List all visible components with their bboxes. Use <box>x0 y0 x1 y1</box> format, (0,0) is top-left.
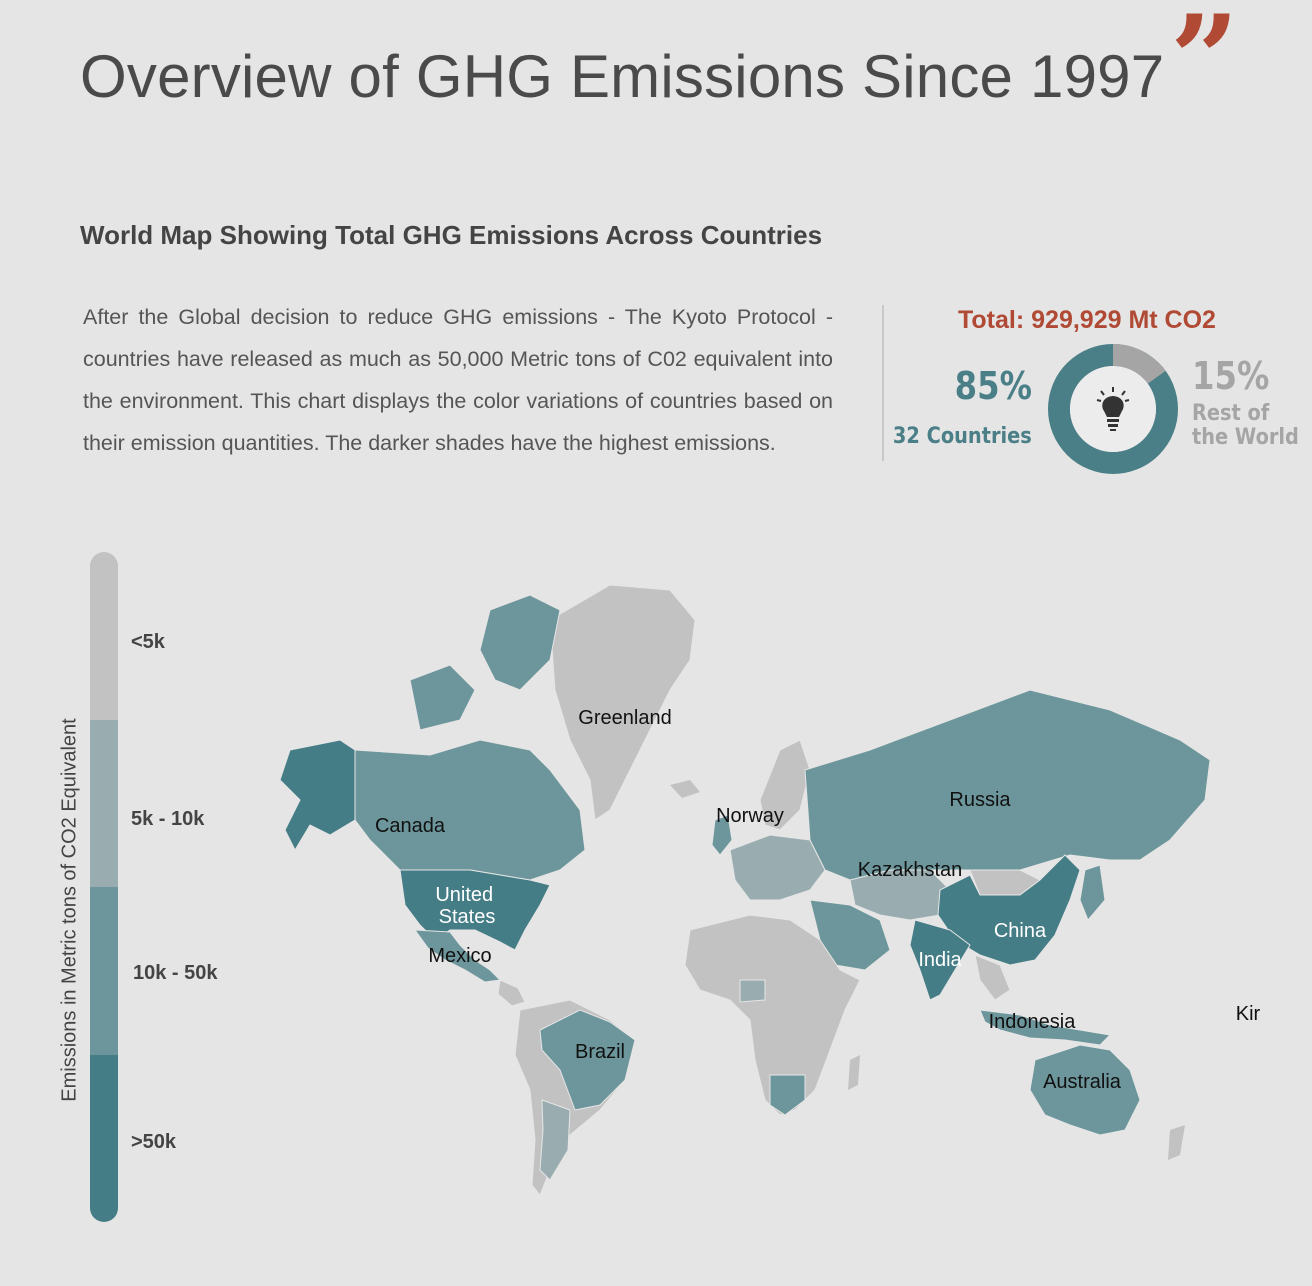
region-canada <box>354 739 586 881</box>
main-share-label: 32 Countries <box>893 424 1032 449</box>
label-china: China <box>994 920 1047 942</box>
region-alaska <box>279 739 356 852</box>
legend-bin-5k-10k <box>90 719 118 887</box>
section-subtitle: World Map Showing Total GHG Emissions Ac… <box>80 220 823 250</box>
label-canada: Canada <box>375 815 446 837</box>
legend-color-bar <box>90 552 118 1222</box>
region-japan <box>1079 864 1106 921</box>
label-kazakhstan: Kazakhstan <box>858 859 963 881</box>
label-mexico: Mexico <box>428 945 491 967</box>
label-norway: Norway <box>716 805 784 827</box>
legend-label-under-5k: <5k <box>131 631 165 653</box>
region-indonesia <box>979 1009 1112 1046</box>
summary-panel: Total: 929,929 Mt CO2 85% 32 Countries 1… <box>890 300 1310 490</box>
rest-share-percent: 15% <box>1192 354 1270 398</box>
region-canada-arctic <box>479 594 561 691</box>
page-title: Overview of GHG Emissions Since 1997 <box>80 43 1165 110</box>
region-united-states <box>399 869 551 951</box>
world-map: Greenland Norway Russia Canada Kazakhsta… <box>279 584 1261 1196</box>
region-nigeria <box>739 979 766 1003</box>
total-emissions: Total: 929,929 Mt CO2 <box>958 306 1216 334</box>
label-russia: Russia <box>949 789 1011 811</box>
label-kiribati: Kir <box>1236 1003 1261 1025</box>
legend-label-5k-10k: 5k - 10k <box>131 808 205 830</box>
divider <box>882 305 884 461</box>
legend-bin-over-50k <box>90 1054 118 1222</box>
region-se-asia <box>974 954 1011 1001</box>
rest-share-label: Rest of the World <box>1192 401 1299 450</box>
region-uk <box>711 814 733 856</box>
description-text: After the Global decision to reduce GHG … <box>83 305 833 455</box>
label-united-states-line2: States <box>439 906 496 928</box>
label-brazil: Brazil <box>575 1041 625 1063</box>
region-australia <box>1029 1044 1141 1136</box>
quote-mark-icon: ” <box>1170 0 1240 130</box>
region-iceland <box>670 780 700 798</box>
region-central-america <box>497 979 526 1007</box>
share-donut-chart <box>1048 344 1178 474</box>
region-greenland <box>549 584 696 821</box>
region-europe <box>729 834 826 901</box>
donut-rest-slice <box>1112 344 1166 385</box>
label-india: India <box>918 949 962 971</box>
map-labels: Greenland Norway Russia Canada Kazakhsta… <box>375 707 1261 1093</box>
region-india <box>909 919 971 1001</box>
legend-bin-under-5k <box>90 552 118 720</box>
region-new-zealand <box>1168 1125 1185 1160</box>
lightbulb-icon <box>1096 387 1130 431</box>
legend-label-10k-50k: 10k - 50k <box>133 962 218 984</box>
main-share-percent: 85% <box>954 364 1032 408</box>
label-greenland: Greenland <box>578 707 671 729</box>
label-united-states: United States <box>435 884 498 928</box>
label-indonesia: Indonesia <box>989 1011 1077 1033</box>
label-australia: Australia <box>1043 1071 1122 1093</box>
region-madagascar <box>848 1055 860 1090</box>
region-brazil <box>539 1009 636 1111</box>
region-russia <box>804 689 1211 881</box>
region-argentina <box>539 1099 571 1181</box>
region-south-africa <box>769 1074 806 1116</box>
legend-axis-label: Emissions in Metric tons of CO2 Equivale… <box>58 718 81 1102</box>
region-norway <box>759 739 811 831</box>
legend-bin-10k-50k <box>90 887 118 1055</box>
region-canada-islands <box>409 664 476 731</box>
legend-label-over-50k: >50k <box>131 1131 177 1153</box>
